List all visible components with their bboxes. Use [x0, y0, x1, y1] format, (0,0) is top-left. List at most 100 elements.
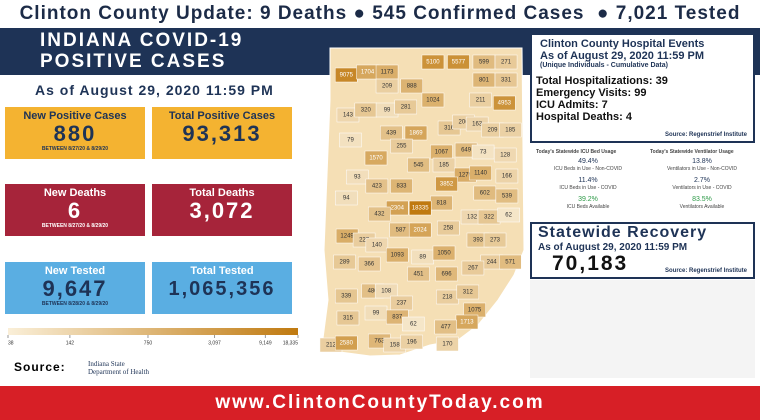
- county-label: 170: [442, 342, 453, 348]
- hospital-subtitle: (Unique Individuals - Cumulative Data): [540, 62, 668, 69]
- stat-label: New Deaths: [43, 187, 107, 199]
- county-label: 4953: [498, 101, 512, 107]
- county: [407, 157, 430, 173]
- usage-pct: 83.5%: [692, 196, 712, 203]
- county-label: 218: [442, 295, 453, 301]
- recovery-value: 70,183: [552, 252, 629, 275]
- stat-value: 93,313: [182, 121, 262, 146]
- stat-box: Total Positive Cases 93,313: [152, 107, 292, 159]
- county-label: 312: [463, 290, 474, 296]
- county-label: 1173: [381, 70, 395, 76]
- county: [407, 266, 430, 282]
- county-label: 1093: [391, 253, 405, 259]
- usage-panel: Today's Statewide ICU Bed Usage Today's S…: [532, 146, 756, 216]
- county-label: 1279: [459, 173, 473, 179]
- county-label: 339: [341, 294, 352, 300]
- county-label: 833: [396, 184, 407, 190]
- county-label: 93: [354, 175, 361, 181]
- stat-value: 9,647: [42, 276, 108, 301]
- county-label: 837: [392, 315, 403, 321]
- hospital-item: ICU Admits: 7: [536, 99, 608, 111]
- county-label: 212: [326, 343, 337, 349]
- usage-pct: 49.4%: [578, 158, 598, 165]
- county-label: 1140: [474, 171, 488, 177]
- county-label: 281: [401, 105, 412, 111]
- stat-label: New Positive Cases: [23, 110, 127, 122]
- county-label: 1075: [468, 308, 482, 314]
- hospital-source: Source: Regenstrief Institute: [664, 132, 747, 138]
- county-label: 320: [361, 108, 372, 114]
- stat-label: New Tested: [44, 265, 106, 277]
- stat-box: Total Tested 1,065,356: [152, 262, 292, 314]
- county-label: 89: [419, 255, 426, 261]
- county: [335, 190, 358, 206]
- legend-label: 18,335: [283, 340, 299, 346]
- county-label: 439: [386, 131, 397, 137]
- county-label: 94: [343, 196, 350, 202]
- stat-value: 3,072: [189, 198, 255, 223]
- county-label: 227: [359, 238, 370, 244]
- title-line: Clinton County Hospital Events: [540, 38, 705, 50]
- title-line: POSITIVE CASES: [40, 51, 227, 72]
- county: [493, 147, 517, 163]
- county: [435, 176, 458, 192]
- county-label: 1050: [437, 251, 451, 257]
- county: [432, 245, 456, 261]
- county-label: 763: [374, 339, 385, 345]
- county-label: 571: [505, 260, 516, 266]
- county: [436, 336, 459, 352]
- county-label: 62: [410, 322, 417, 328]
- county-label: 2024: [414, 228, 428, 234]
- county: [400, 334, 423, 350]
- county: [447, 54, 470, 70]
- county-label: 99: [373, 311, 380, 317]
- usage-text: ICU Beds Available: [566, 204, 610, 210]
- county: [374, 283, 398, 299]
- county: [437, 220, 460, 236]
- county: [368, 206, 391, 222]
- county-label: 209: [382, 84, 393, 90]
- county-label: 267: [468, 266, 479, 272]
- county-label: 128: [500, 153, 511, 159]
- county-label: 5100: [426, 60, 440, 66]
- county-label: 62: [505, 213, 512, 219]
- title: INDIANA COVID-19 POSITIVE CASES: [40, 30, 243, 72]
- pie-panel: [530, 280, 755, 378]
- county-label: 163: [472, 122, 483, 128]
- stat-label: Total Tested: [190, 265, 254, 277]
- stat-label: Total Positive Cases: [168, 110, 276, 122]
- county: [365, 237, 389, 253]
- usage-pct: 11.4%: [578, 177, 598, 184]
- county-label: 539: [502, 194, 513, 200]
- county-label: 480: [368, 289, 379, 295]
- usage-text: ICU Beds in Use - Non-COVID: [553, 166, 623, 172]
- county-label: 432: [374, 212, 385, 218]
- county-label: 255: [396, 144, 407, 150]
- county-label: 209: [487, 128, 498, 134]
- county-label: 818: [436, 201, 447, 207]
- legend-label: 3,097: [208, 340, 221, 346]
- county-label: 602: [480, 191, 491, 197]
- county: [494, 54, 518, 70]
- county: [434, 319, 457, 335]
- stat-note: BETWEEN 8/27/20 & 8/29/20: [41, 223, 109, 229]
- county-label: 206: [459, 120, 470, 126]
- county: [400, 78, 423, 94]
- county-label: 316: [444, 126, 455, 132]
- county-label: 18335: [412, 206, 429, 212]
- county: [483, 232, 507, 248]
- county: [335, 335, 358, 351]
- county-label: 289: [340, 260, 351, 266]
- usage-title: Today's Statewide ICU Bed Usage: [536, 149, 617, 155]
- stat-value: 880: [53, 121, 97, 146]
- county: [499, 122, 522, 138]
- county: [493, 95, 516, 111]
- legend-label: 9,149: [259, 340, 272, 346]
- recovery-source: Source: Regenstrief Institute: [664, 268, 747, 274]
- county: [336, 310, 360, 326]
- county-label: 423: [372, 184, 383, 190]
- source-org: Indiana State Department of Health: [88, 360, 149, 376]
- county-label: 322: [484, 215, 495, 221]
- stat-label: Total Deaths: [189, 187, 255, 199]
- county: [421, 92, 445, 108]
